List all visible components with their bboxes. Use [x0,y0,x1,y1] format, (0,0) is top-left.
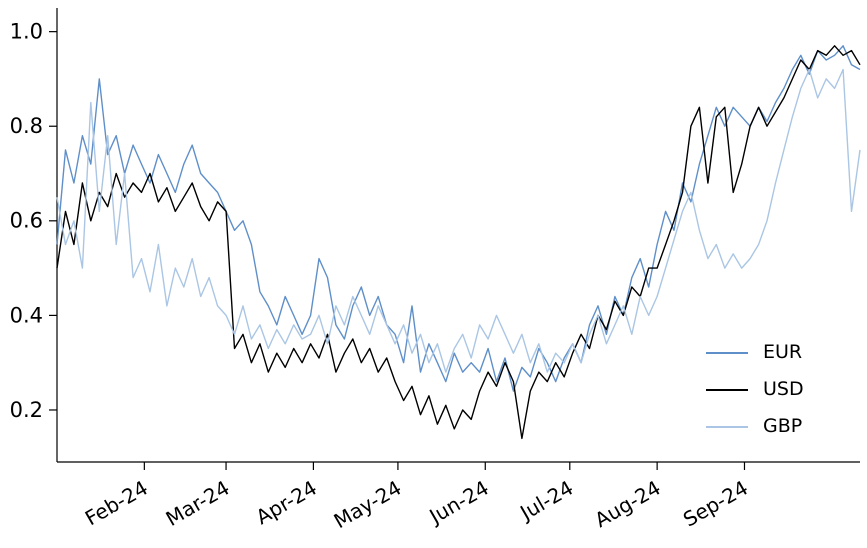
x-tick-label: Apr-24 [252,476,321,530]
legend-item-eur: EUR [706,334,804,371]
series-line-usd [56,45,861,440]
legend-label-eur: EUR [763,341,803,363]
x-tick-label: Jul-24 [514,476,577,526]
axes: 0.2 0.4 0.6 0.8 1.0 Feb-24 Mar-24 Apr-24 May-24 J… [10,8,860,533]
chart-legend: EUR USD GBP [706,334,804,445]
x-tick-label: Feb-24 [81,476,152,531]
legend-line-usd [706,388,748,391]
legend-label-usd: USD [763,378,804,400]
y-tick-label: 0.4 [10,303,43,327]
x-tick-label: Aug-24 [591,476,665,533]
legend-line-gbp [706,425,748,428]
x-tick-label: Mar-24 [162,476,234,531]
y-tick-label: 1.0 [10,20,43,44]
x-tick-label: Sep-24 [679,476,752,532]
legend-label-gbp: GBP [763,415,803,437]
y-tick-label: 0.8 [10,114,43,138]
x-tick-label: May-24 [330,476,406,534]
legend-line-eur [706,351,748,354]
legend-item-usd: USD [706,371,804,408]
y-tick-label: 0.6 [10,209,43,233]
legend-item-gbp: GBP [706,408,804,445]
y-tick-label: 0.2 [10,398,43,422]
x-tick-label: Jun-24 [424,476,493,530]
series-line-gbp [56,68,861,373]
